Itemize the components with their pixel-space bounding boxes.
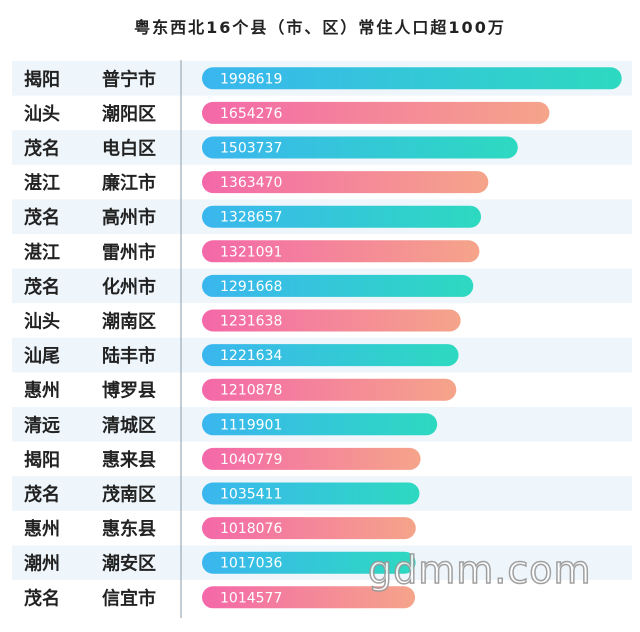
county-label: 茂南区 (102, 484, 156, 506)
bar (202, 274, 474, 297)
city-label: 汕尾 (24, 346, 60, 367)
watermark: gdmm.com (367, 547, 592, 593)
bar (202, 413, 438, 436)
county-label: 信宜市 (102, 587, 156, 609)
bar (202, 136, 518, 159)
bar (202, 447, 421, 470)
county-label: 潮安区 (102, 553, 156, 575)
city-label: 汕头 (24, 312, 60, 333)
city-label: 揭阳 (24, 68, 60, 90)
bar-value-label: 1221634 (220, 348, 282, 364)
city-label: 茂名 (24, 276, 60, 298)
county-label: 惠来县 (102, 450, 156, 471)
city-label: 潮州 (24, 554, 60, 575)
bar-value-label: 1291668 (220, 279, 282, 295)
city-label: 清远 (24, 415, 60, 436)
city-label: 湛江 (24, 241, 60, 263)
city-label: 茂名 (24, 138, 60, 160)
bar (202, 551, 416, 574)
bar-value-label: 1321091 (220, 244, 282, 260)
bar (202, 309, 461, 332)
county-label: 潮阳区 (102, 104, 156, 125)
bar (202, 517, 416, 540)
county-label: 雷州市 (102, 241, 156, 263)
bar-value-label: 1014577 (220, 590, 282, 606)
county-label: 普宁市 (102, 68, 156, 90)
bar (202, 586, 416, 609)
bar-value-label: 1998619 (220, 71, 282, 87)
county-label: 化州市 (102, 276, 156, 298)
county-label: 惠东县 (102, 518, 156, 540)
bar-value-label: 1654276 (220, 106, 282, 122)
county-label: 廉江市 (102, 172, 156, 194)
city-label: 湛江 (24, 172, 60, 194)
bar (202, 482, 420, 505)
city-label: 惠州 (24, 519, 60, 540)
bar-value-label: 1040779 (220, 452, 282, 468)
bar-value-label: 1119901 (220, 417, 282, 433)
bar-value-label: 1231638 (220, 314, 282, 330)
bar (202, 240, 480, 263)
county-label: 博罗县 (102, 380, 156, 402)
bar (202, 344, 459, 367)
chart-title: 粤东西北16个县（市、区）常住人口超100万 (134, 18, 506, 37)
county-label: 高州市 (102, 207, 156, 229)
bar-value-label: 1503737 (220, 141, 282, 157)
city-label: 茂名 (24, 587, 60, 609)
city-label: 惠州 (24, 381, 60, 402)
bar (202, 378, 457, 401)
city-label: 茂名 (24, 484, 60, 506)
county-label: 潮南区 (102, 311, 156, 333)
city-label: 汕头 (24, 104, 60, 125)
bar-value-label: 1328657 (220, 210, 282, 226)
county-label: 清城区 (102, 414, 156, 436)
bar (202, 205, 482, 228)
bar (202, 171, 489, 194)
county-label: 电白区 (102, 138, 156, 160)
bar (202, 67, 622, 90)
bar-value-label: 1017036 (220, 556, 282, 572)
city-label: 揭阳 (24, 449, 60, 471)
bar-value-label: 1210878 (220, 383, 282, 399)
county-label: 陆丰市 (102, 345, 156, 367)
bar-value-label: 1018076 (220, 521, 282, 537)
bar (202, 101, 550, 124)
bar-value-label: 1363470 (220, 175, 282, 191)
bar-value-label: 1035411 (220, 487, 282, 503)
city-label: 茂名 (24, 207, 60, 229)
